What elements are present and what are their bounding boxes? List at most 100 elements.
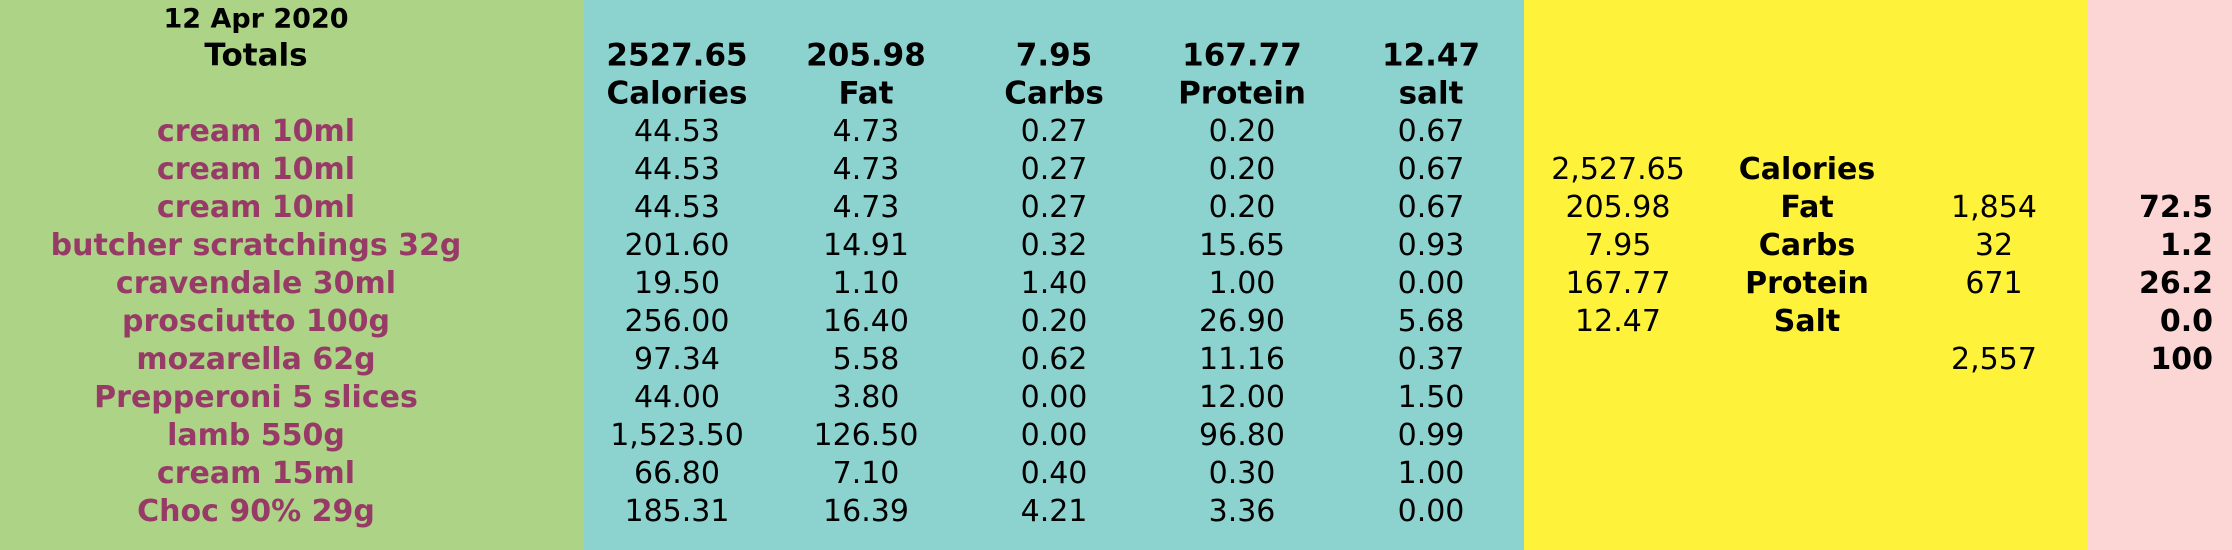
- table-cell: 44.00: [634, 380, 720, 415]
- table-cell: 16.40: [823, 304, 909, 339]
- table-cell: 1.40: [1020, 266, 1088, 301]
- table-cell: 1.00: [1397, 456, 1465, 491]
- table-cell: 0.99: [1397, 418, 1465, 453]
- summary-label: Calories: [1738, 152, 1876, 187]
- table-cell: 5.58: [832, 342, 900, 377]
- table-cell: 0.00: [1397, 266, 1465, 301]
- table-cell: 0.67: [1397, 190, 1465, 225]
- table-cell: 11.16: [1199, 342, 1285, 377]
- summary-label: Carbs: [1758, 228, 1856, 263]
- food-item: cravendale 30ml: [115, 266, 397, 301]
- table-cell: 0.00: [1020, 380, 1088, 415]
- table-cell: 14.91: [823, 228, 909, 263]
- food-list-panel: [0, 0, 584, 550]
- column-total: 205.98: [806, 37, 926, 74]
- summary-kcal: 2,557: [1951, 342, 2037, 377]
- summary-value: 2,527.65: [1551, 152, 1685, 187]
- table-cell: 201.60: [624, 228, 730, 263]
- table-cell: 1.50: [1397, 380, 1465, 415]
- table-cell: 97.34: [634, 342, 720, 377]
- table-cell: 5.68: [1397, 304, 1465, 339]
- summary-panel: [1524, 0, 2087, 550]
- summary-kcal: 32: [1974, 228, 2014, 263]
- table-cell: 0.20: [1020, 304, 1088, 339]
- summary-label: Salt: [1773, 304, 1841, 339]
- summary-label: Protein: [1745, 266, 1869, 301]
- summary-value: 12.47: [1575, 304, 1661, 339]
- summary-percent: 1.2: [2159, 228, 2213, 263]
- table-cell: 185.31: [624, 494, 730, 529]
- table-cell: 0.93: [1397, 228, 1465, 263]
- table-cell: 7.10: [832, 456, 900, 491]
- table-cell: 0.37: [1397, 342, 1465, 377]
- food-item: cream 10ml: [156, 114, 356, 149]
- food-item: Choc 90% 29g: [137, 494, 375, 529]
- table-cell: 0.20: [1208, 190, 1276, 225]
- food-item: lamb 550g: [167, 418, 345, 453]
- summary-kcal: 1,854: [1951, 190, 2037, 225]
- table-cell: 44.53: [634, 190, 720, 225]
- table-cell: 0.67: [1397, 152, 1465, 187]
- summary-kcal: 671: [1965, 266, 2023, 301]
- table-cell: 4.73: [832, 190, 900, 225]
- table-cell: 126.50: [813, 418, 919, 453]
- table-cell: 1.10: [832, 266, 900, 301]
- table-cell: 44.53: [634, 152, 720, 187]
- table-cell: 4.73: [832, 114, 900, 149]
- column-total: 167.77: [1182, 37, 1302, 74]
- table-cell: 0.32: [1020, 228, 1088, 263]
- table-cell: 0.00: [1020, 418, 1088, 453]
- summary-value: 167.77: [1565, 266, 1671, 301]
- food-item: butcher scratchings 32g: [50, 228, 462, 263]
- table-cell: 1.00: [1208, 266, 1276, 301]
- table-cell: 0.40: [1020, 456, 1088, 491]
- table-cell: 1,523.50: [610, 418, 744, 453]
- totals-label: Totals: [204, 37, 308, 74]
- column-header: Fat: [838, 75, 894, 112]
- table-cell: 26.90: [1199, 304, 1285, 339]
- summary-percent: 100: [2150, 342, 2213, 377]
- food-item: mozarella 62g: [136, 342, 376, 377]
- summary-percent: 0.0: [2159, 304, 2213, 339]
- table-cell: 4.21: [1020, 494, 1088, 529]
- table-cell: 3.80: [832, 380, 900, 415]
- column-total: 2527.65: [606, 37, 748, 74]
- table-cell: 15.65: [1199, 228, 1285, 263]
- table-cell: 3.36: [1208, 494, 1276, 529]
- table-cell: 44.53: [634, 114, 720, 149]
- table-cell: 96.80: [1199, 418, 1285, 453]
- nutrient-table-panel: [584, 0, 1524, 550]
- table-cell: 16.39: [823, 494, 909, 529]
- food-item: prosciutto 100g: [122, 304, 390, 339]
- column-header: Carbs: [1004, 75, 1104, 112]
- table-cell: 256.00: [624, 304, 730, 339]
- table-cell: 0.20: [1208, 114, 1276, 149]
- table-cell: 0.27: [1020, 190, 1088, 225]
- food-item: cream 15ml: [156, 456, 356, 491]
- column-header: Calories: [606, 75, 748, 112]
- table-cell: 0.62: [1020, 342, 1088, 377]
- food-item: cream 10ml: [156, 152, 356, 187]
- table-cell: 19.50: [634, 266, 720, 301]
- summary-percent: 26.2: [2138, 266, 2213, 301]
- summary-value: 7.95: [1584, 228, 1652, 263]
- table-cell: 12.00: [1199, 380, 1285, 415]
- column-total: 7.95: [1015, 37, 1093, 74]
- table-cell: 0.27: [1020, 152, 1088, 187]
- table-cell: 4.73: [832, 152, 900, 187]
- date-label: 12 Apr 2020: [163, 3, 349, 35]
- column-total: 12.47: [1381, 37, 1481, 74]
- table-cell: 0.67: [1397, 114, 1465, 149]
- table-cell: 66.80: [634, 456, 720, 491]
- summary-value: 205.98: [1565, 190, 1671, 225]
- percent-panel: [2087, 0, 2232, 550]
- table-cell: 0.27: [1020, 114, 1088, 149]
- food-item: Prepperoni 5 slices: [94, 380, 418, 415]
- summary-percent: 72.5: [2138, 190, 2213, 225]
- column-header: salt: [1398, 75, 1464, 112]
- table-cell: 0.20: [1208, 152, 1276, 187]
- food-item: cream 10ml: [156, 190, 356, 225]
- summary-label: Fat: [1780, 190, 1834, 225]
- table-cell: 0.00: [1397, 494, 1465, 529]
- table-cell: 0.30: [1208, 456, 1276, 491]
